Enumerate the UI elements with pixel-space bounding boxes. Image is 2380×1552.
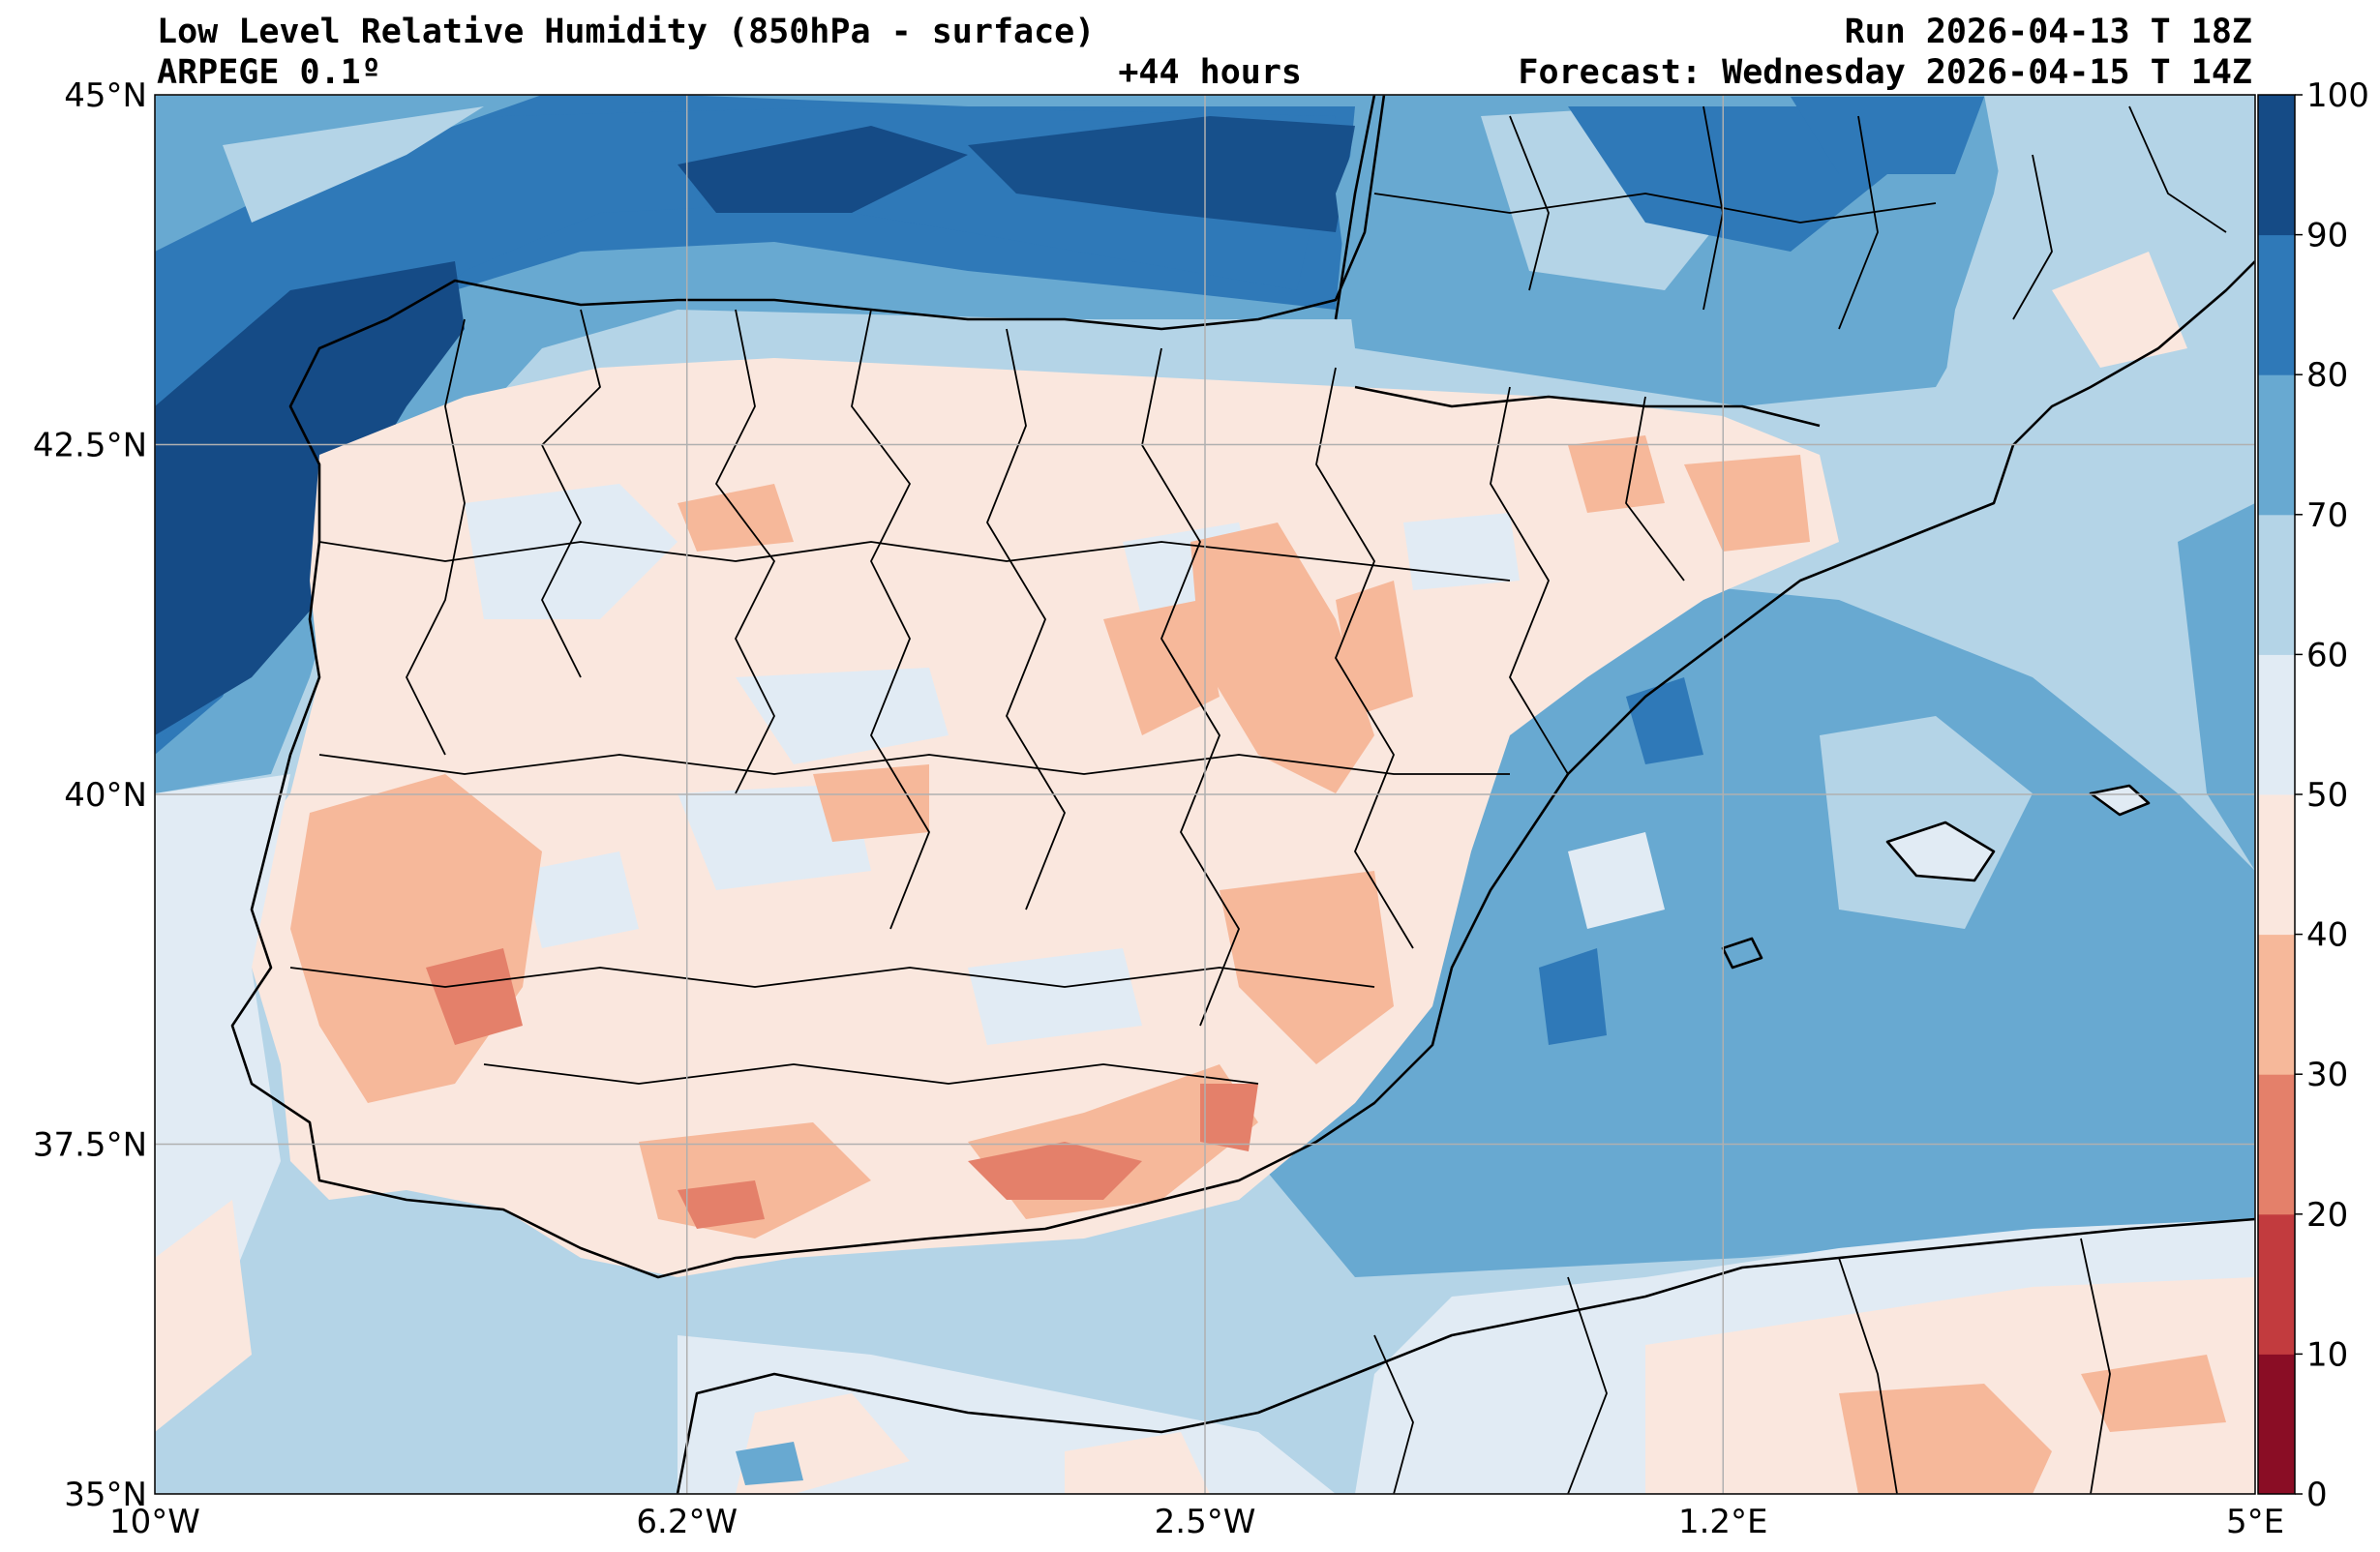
x-tick-label-1: 6.2°W [636, 1503, 738, 1541]
x-tick-labels: 10°W 6.2°W 2.5°W 1.2°E 5°E [109, 1503, 2284, 1541]
colorbar-swatch-4 [2258, 794, 2295, 936]
chart-title: Low Level Relative Humidity (850hPa - su… [157, 13, 1095, 51]
x-tick-label-3: 1.2°E [1678, 1503, 1768, 1541]
map-panel [155, 95, 2255, 1494]
lead-time: +44 hours [1118, 53, 1302, 92]
colorbar-label-6: 60 [2306, 636, 2348, 674]
x-tick-label-2: 2.5°W [1155, 1503, 1256, 1541]
colorbar-label-9: 90 [2306, 217, 2348, 255]
colorbar-label-1: 10 [2306, 1335, 2348, 1374]
model-subtitle: ARPEGE 0.1º [157, 53, 381, 92]
colorbar-label-0: 0 [2306, 1476, 2328, 1514]
colorbar-label-2: 20 [2306, 1196, 2348, 1235]
gridlines [155, 95, 2255, 1494]
colorbar-swatch-7 [2258, 374, 2295, 516]
y-tick-label-2: 40°N [64, 776, 147, 815]
map-frame [154, 94, 2256, 1495]
y-tick-label-4: 35°N [64, 1476, 147, 1514]
colorbar-swatch-0 [2258, 1354, 2295, 1495]
colorbar-swatch-8 [2258, 234, 2295, 375]
colorbar-label-8: 80 [2306, 356, 2348, 395]
x-tick-label-4: 5°E [2226, 1503, 2284, 1541]
colorbar-label-3: 30 [2306, 1056, 2348, 1094]
run-time: Run 2026-04-13 T 18Z [1845, 13, 2252, 51]
colorbar-swatch-1 [2258, 1213, 2295, 1355]
colorbar-label-4: 40 [2306, 916, 2348, 955]
x-tick-label-0: 10°W [109, 1503, 200, 1541]
colorbar-label-7: 70 [2306, 496, 2348, 535]
colorbar-label-5: 50 [2306, 776, 2348, 815]
colorbar-swatch-6 [2258, 514, 2295, 655]
colorbar: 0 10 20 30 40 50 60 70 80 90 100 [2257, 76, 2369, 1514]
forecast-time: Forecast: Wednesday 2026-04-15 T 14Z [1518, 53, 2252, 92]
y-tick-label-1: 42.5°N [33, 427, 147, 465]
colorbar-swatch-5 [2258, 654, 2295, 795]
colorbar-swatch-2 [2258, 1074, 2295, 1215]
colorbar-swatch-3 [2258, 934, 2295, 1075]
colorbar-label-10: 100 [2306, 76, 2369, 115]
colorbar-swatch-9 [2258, 95, 2295, 236]
y-tick-labels: 45°N 42.5°N 40°N 37.5°N 35°N [33, 76, 147, 1514]
y-tick-label-0: 45°N [64, 76, 147, 115]
y-tick-label-3: 37.5°N [33, 1126, 147, 1165]
